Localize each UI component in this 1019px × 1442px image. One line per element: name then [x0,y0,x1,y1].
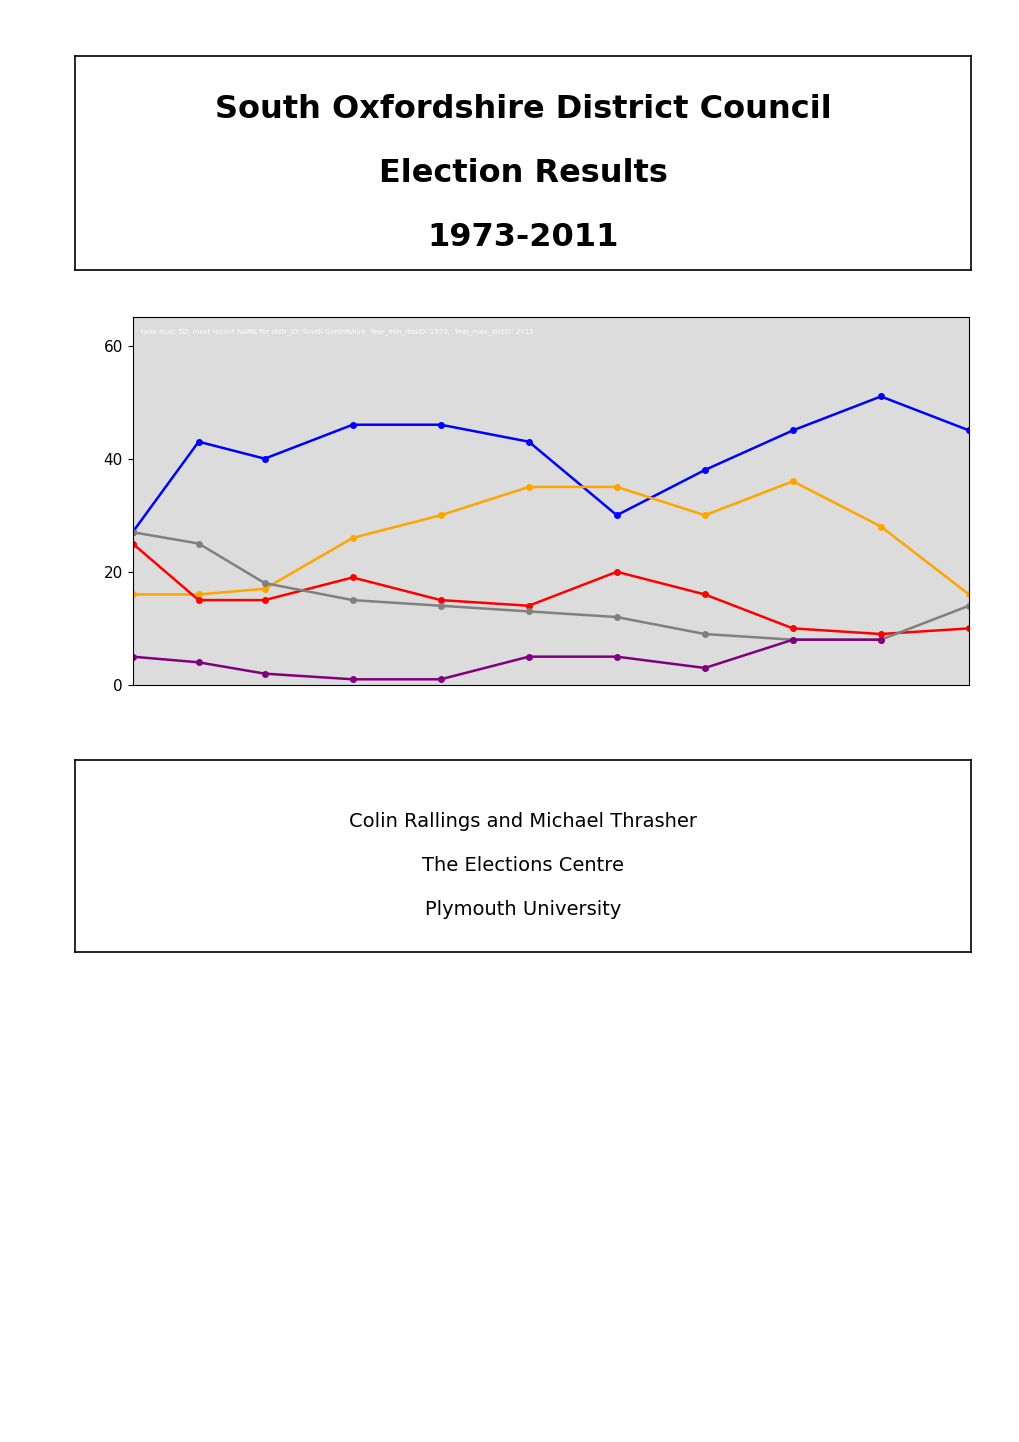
Text: type 4cat: SD, most recent NAME for distr_ID: South Oxfordshire, Year_min_distID: type 4cat: SD, most recent NAME for dist… [141,329,533,335]
Text: Election Results: Election Results [378,159,667,189]
Text: Colin Rallings and Michael Thrasher: Colin Rallings and Michael Thrasher [348,812,697,831]
Text: Plymouth University: Plymouth University [425,900,621,919]
Text: South Oxfordshire District Council: South Oxfordshire District Council [215,94,830,125]
Text: 1973-2011: 1973-2011 [427,222,619,254]
Text: The Elections Centre: The Elections Centre [422,857,624,875]
